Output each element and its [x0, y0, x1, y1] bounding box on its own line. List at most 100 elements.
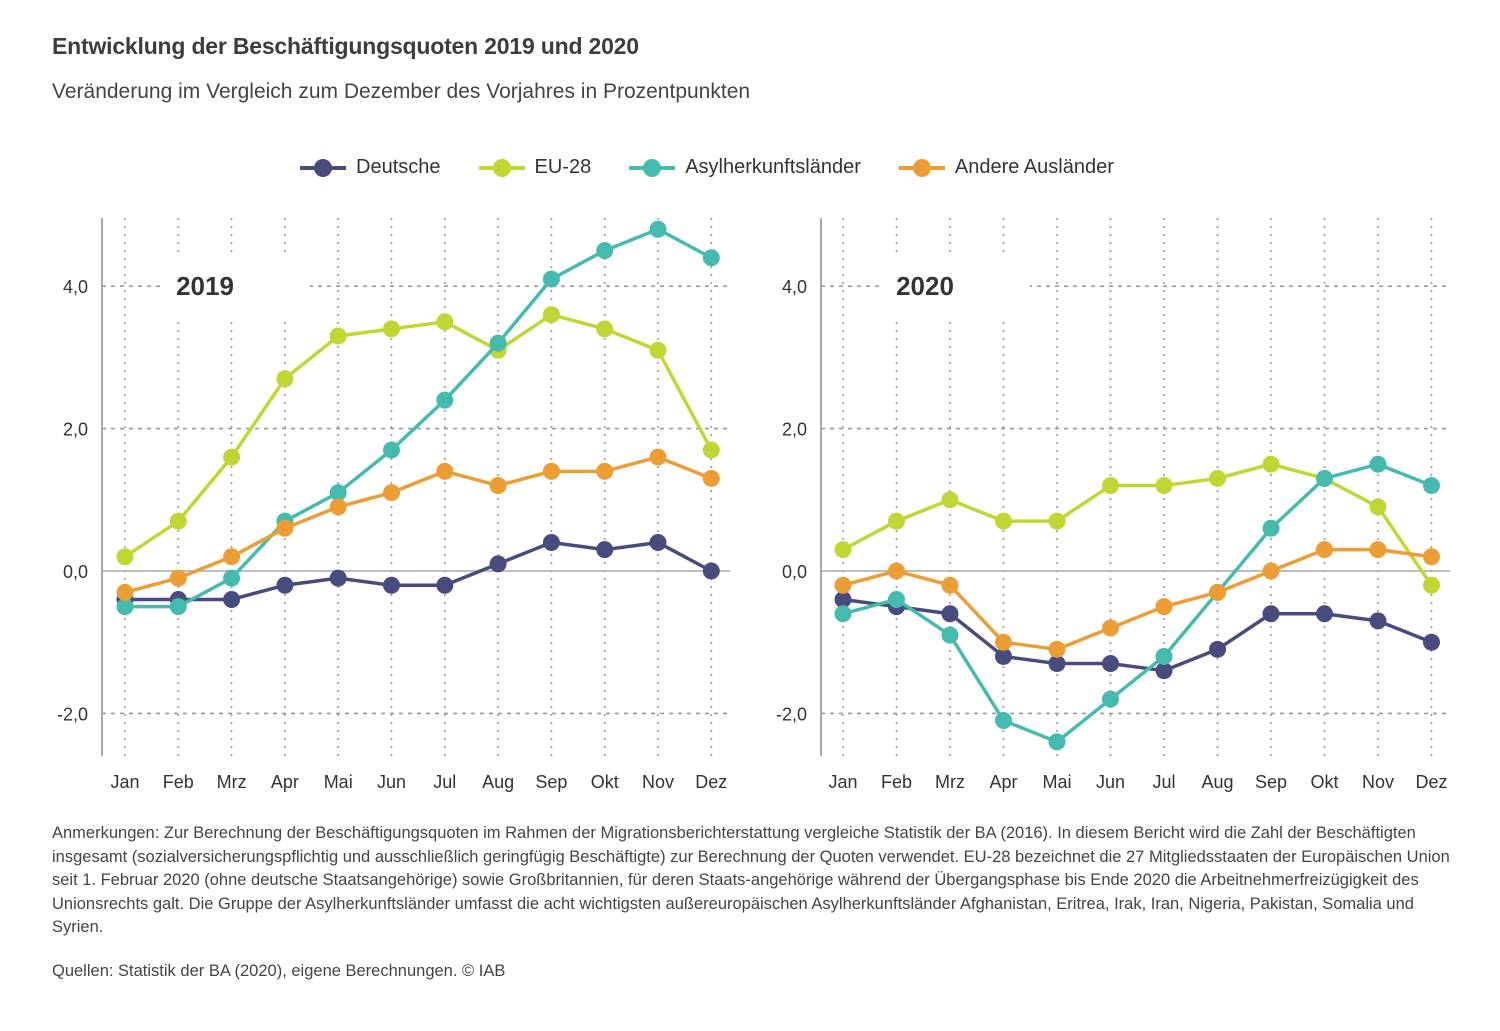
chart-panel-2020: -2,0 0,0 2,0 4,0 2020 Jan Feb Mrz Apr Mai Jun Jul Au… — [776, 218, 1450, 792]
data-point — [941, 605, 959, 623]
series-eu-28 — [834, 455, 1440, 594]
data-point — [941, 576, 959, 594]
legend-marker-icon — [478, 158, 525, 177]
line-charts: -2,0 0,0 2,0 4,0 2019 Jan Feb Mrz Apr Mai Jun Jul Au… — [57, 218, 1450, 792]
data-point — [995, 633, 1012, 651]
legend-marker-icon — [300, 158, 346, 177]
data-point — [1316, 469, 1333, 487]
data-point — [1048, 655, 1066, 673]
data-point — [489, 555, 507, 573]
data-point — [1048, 733, 1066, 751]
data-point — [223, 448, 241, 466]
data-point — [834, 605, 852, 623]
data-point — [436, 313, 454, 331]
x-tick-label: Okt — [1310, 772, 1338, 792]
x-tick-label: Apr — [271, 772, 299, 792]
data-point — [116, 548, 134, 566]
data-point — [1316, 541, 1333, 559]
data-point — [1155, 598, 1173, 616]
series-deutsche — [834, 590, 1440, 680]
legend-item-asylherkunftslaender: Asylherkunftsländer — [629, 156, 861, 179]
x-tick-label: Apr — [989, 772, 1017, 792]
data-point — [1048, 512, 1066, 530]
data-point — [995, 647, 1012, 665]
data-point — [888, 512, 905, 530]
series-line — [124, 455, 712, 595]
data-point — [1102, 619, 1119, 637]
data-point — [116, 583, 134, 601]
chart-subtitle: Veränderung im Vergleich zum Dezember de… — [52, 80, 751, 103]
x-tick-label: Dez — [695, 772, 727, 792]
x-tick-label: Jan — [828, 772, 857, 792]
data-point — [383, 484, 400, 502]
data-point — [702, 249, 720, 267]
data-point — [1423, 576, 1440, 594]
series-line — [125, 540, 713, 602]
x-tick-label: Mai — [324, 772, 353, 792]
panel-label-bg — [880, 256, 1030, 319]
data-point — [1262, 519, 1280, 537]
data-point — [329, 498, 347, 516]
panel-year-label: 2019 — [176, 271, 234, 301]
series-line — [124, 312, 713, 559]
x-tick-label: Sep — [1255, 772, 1287, 792]
y-tick-label: 0,0 — [782, 562, 807, 582]
x-tick-label: Mai — [1042, 772, 1071, 792]
x-tick-label: Feb — [163, 772, 194, 792]
series-asylherkunftsl-nder — [834, 455, 1440, 751]
data-point — [1209, 583, 1226, 601]
data-point — [223, 569, 241, 587]
legend-label: Asylherkunftsländer — [685, 156, 861, 178]
panel-label-bg — [160, 256, 310, 319]
data-point — [1369, 498, 1387, 516]
data-point — [542, 534, 560, 552]
data-point — [276, 576, 294, 594]
data-point — [169, 512, 187, 530]
data-point — [702, 469, 720, 487]
data-point — [1155, 662, 1173, 680]
data-point — [542, 462, 560, 480]
data-point — [1209, 640, 1226, 658]
y-tick-label: 4,0 — [782, 277, 807, 297]
data-point — [383, 441, 400, 459]
series-asylherkunftsl-nder — [116, 220, 720, 616]
data-point — [596, 320, 614, 338]
data-point — [489, 477, 507, 495]
data-point — [649, 448, 667, 466]
data-point — [116, 598, 134, 616]
data-point — [169, 569, 187, 587]
legend-label: EU-28 — [534, 156, 592, 178]
legend-label: Deutsche — [356, 156, 441, 178]
data-point — [436, 576, 454, 594]
series-eu-28 — [116, 306, 720, 566]
x-tick-label: Aug — [482, 772, 514, 792]
data-point — [489, 334, 507, 352]
data-point — [649, 341, 667, 359]
data-point — [649, 534, 667, 552]
legend-marker-icon — [898, 158, 945, 177]
chart-title: Entwicklung der Beschäftigungsquoten 201… — [52, 33, 639, 59]
data-point — [276, 370, 294, 388]
data-point — [834, 590, 852, 608]
data-point — [383, 320, 400, 338]
data-point — [596, 242, 614, 260]
data-point — [542, 270, 560, 288]
legend-item-eu28: EU-28 — [478, 156, 592, 179]
y-tick-label: 4,0 — [63, 277, 88, 297]
x-tick-label: Mrz — [217, 772, 247, 792]
y-tick-label: 2,0 — [782, 420, 807, 440]
chart-panel-2019: -2,0 0,0 2,0 4,0 2019 Jan Feb Mrz Apr Mai Jun Jul Au… — [57, 218, 730, 792]
series-line — [125, 227, 713, 609]
data-point — [169, 598, 187, 616]
data-point — [995, 512, 1012, 530]
data-point — [941, 626, 959, 644]
data-point — [329, 327, 347, 345]
x-tick-label: Sep — [535, 772, 567, 792]
series-line — [842, 597, 1433, 673]
x-tick-label: Mrz — [935, 772, 965, 792]
data-point — [276, 519, 294, 537]
chart-notes: Anmerkungen: Zur Berechnung der Beschäft… — [52, 824, 1450, 936]
x-tick-label: Jan — [110, 772, 139, 792]
data-point — [1423, 548, 1440, 566]
data-point — [1316, 605, 1333, 623]
